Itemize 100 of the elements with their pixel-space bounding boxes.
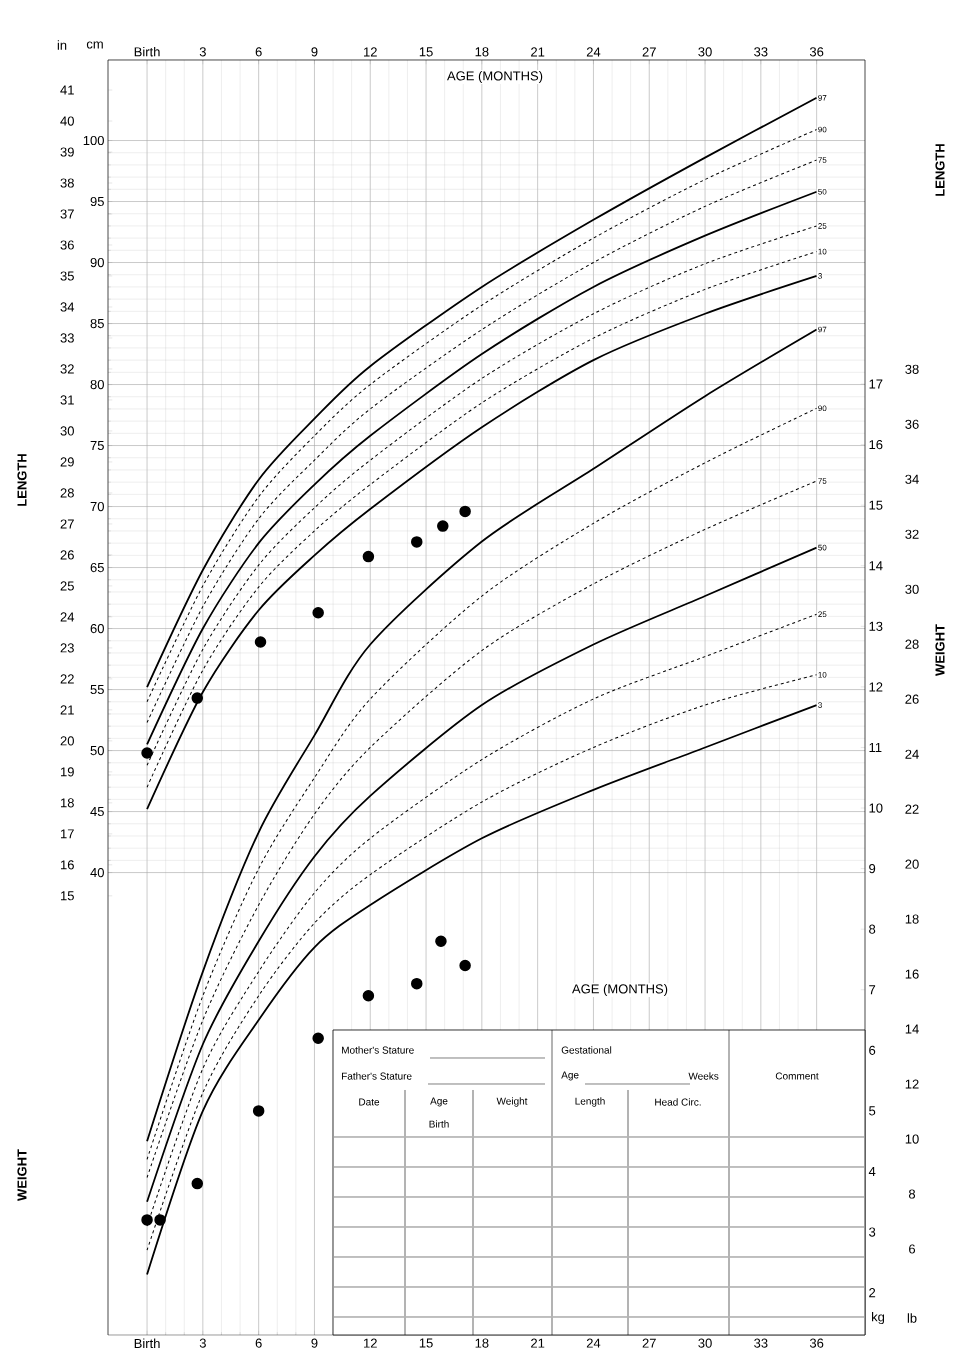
y2-axis-title: WEIGHT <box>935 624 945 676</box>
x-tick-label: 30 <box>698 1338 712 1348</box>
text: 24 <box>905 749 919 759</box>
y2-tick-label: 14 <box>869 561 883 571</box>
y3-tick-label: 28 <box>60 488 74 498</box>
x2-tick-label: 12 <box>364 47 377 57</box>
y2-tick-label: 11 <box>869 743 882 752</box>
y-tick-label: 70 <box>90 501 104 512</box>
y3-tick-label: 20 <box>60 736 74 746</box>
point <box>312 606 324 619</box>
y-tick-label: 45 <box>90 807 104 817</box>
text: 6 <box>909 1244 916 1254</box>
y-tick-label: 75 <box>90 441 104 451</box>
point <box>411 536 423 548</box>
y-tick-label: 65 <box>90 562 104 573</box>
series-label: 97 <box>818 326 827 333</box>
y3-tick-label: 41 <box>60 85 74 95</box>
x2-tick-label: 27 <box>642 47 656 57</box>
text: 16 <box>905 969 919 979</box>
x2-tick-label: 21 <box>531 47 545 57</box>
y2-tick-label: 3 <box>869 1227 876 1237</box>
annotation: Weight <box>496 1097 528 1107</box>
point <box>141 747 153 759</box>
text: 26 <box>905 694 919 704</box>
x-tick-label: 18 <box>475 1338 489 1348</box>
annotation: Comment <box>775 1072 819 1080</box>
y-axis-title: LENGTH <box>17 454 27 506</box>
x2-tick-label: 33 <box>754 47 768 57</box>
series-label: 75 <box>818 157 827 163</box>
series-label: 25 <box>818 611 827 618</box>
x-axis-title: AGE (MONTHS) <box>447 70 543 84</box>
y-tick-label: 50 <box>90 745 104 756</box>
y3-tick-label: 37 <box>60 209 74 219</box>
series-label: 90 <box>818 405 827 412</box>
point <box>252 1105 265 1117</box>
annotation: Length <box>575 1097 605 1107</box>
y3-tick-label: 34 <box>60 302 75 312</box>
series-label: 3 <box>818 702 822 708</box>
annotation: Age <box>561 1071 579 1081</box>
text: 36 <box>905 419 919 429</box>
y3-tick-label: 23 <box>60 643 74 653</box>
annotation: AGE (MONTHS) <box>572 983 668 997</box>
text: 30 <box>905 584 919 594</box>
y-tick-label: 85 <box>90 318 104 329</box>
point <box>362 550 375 563</box>
y-tick-label: 40 <box>90 867 104 878</box>
y-tick-label: 60 <box>90 623 104 634</box>
y3-tick-label: 29 <box>60 457 74 467</box>
y3-tick-label: 19 <box>60 767 74 777</box>
y3-tick-label: 32 <box>60 364 74 374</box>
series-label: 10 <box>818 671 827 678</box>
x2-tick-label: 30 <box>698 47 712 57</box>
y3-tick-label: 21 <box>60 705 74 715</box>
x-tick-label: 9 <box>311 1338 318 1348</box>
x-tick-label: 33 <box>754 1338 768 1348</box>
annotation: Weeks <box>688 1072 719 1080</box>
point <box>437 520 449 532</box>
text: in <box>57 40 67 50</box>
text: WEIGHT <box>17 1149 27 1201</box>
y2-tick-label: 2 <box>869 1288 876 1298</box>
text: 18 <box>905 914 919 924</box>
x-tick-label: 15 <box>419 1338 433 1348</box>
text: 12 <box>905 1079 919 1089</box>
y3-tick-label: 17 <box>60 829 74 839</box>
y-tick-label: 90 <box>90 257 104 268</box>
y3-tick-label: 16 <box>60 860 74 870</box>
y2-tick-label: 13 <box>869 621 883 631</box>
point <box>191 1177 204 1190</box>
text: 14 <box>905 1024 919 1034</box>
annotation: Head Circ. <box>655 1098 701 1106</box>
point <box>191 692 204 704</box>
point <box>154 1214 166 1226</box>
y2-tick-label: 12 <box>869 682 883 692</box>
annotation: Gestational <box>561 1046 612 1054</box>
y3-tick-label: 25 <box>60 581 74 591</box>
y3-tick-label: 40 <box>60 116 74 126</box>
point <box>254 636 267 648</box>
x2-tick-label: 15 <box>419 47 433 57</box>
x-tick-label: Birth <box>134 1338 160 1349</box>
y2-tick-label: 10 <box>869 803 883 813</box>
x2-tick-label: 24 <box>586 47 601 57</box>
text: kg <box>872 1311 885 1325</box>
text: 28 <box>905 639 919 649</box>
annotation: Mother's Stature <box>342 1046 414 1054</box>
x-tick-label: 12 <box>364 1338 377 1348</box>
annotation: Father's Stature <box>342 1072 412 1080</box>
series-label: 10 <box>818 248 827 255</box>
x2-tick-label: 3 <box>199 47 206 57</box>
x2-tick-label: Birth <box>134 46 160 57</box>
y3-tick-label: 18 <box>60 798 74 808</box>
y3-tick-label: 30 <box>60 426 74 436</box>
y3-tick-label: 15 <box>60 891 74 901</box>
y2-tick-label: 15 <box>869 500 883 510</box>
x2-tick-label: 6 <box>255 47 262 57</box>
y-tick-label: 55 <box>90 685 104 695</box>
series-label: 97 <box>818 94 827 101</box>
y3-tick-label: 39 <box>60 147 74 157</box>
annotation: Age <box>430 1097 448 1107</box>
y2-tick-label: 4 <box>868 1166 876 1176</box>
series-label: 3 <box>818 273 822 279</box>
